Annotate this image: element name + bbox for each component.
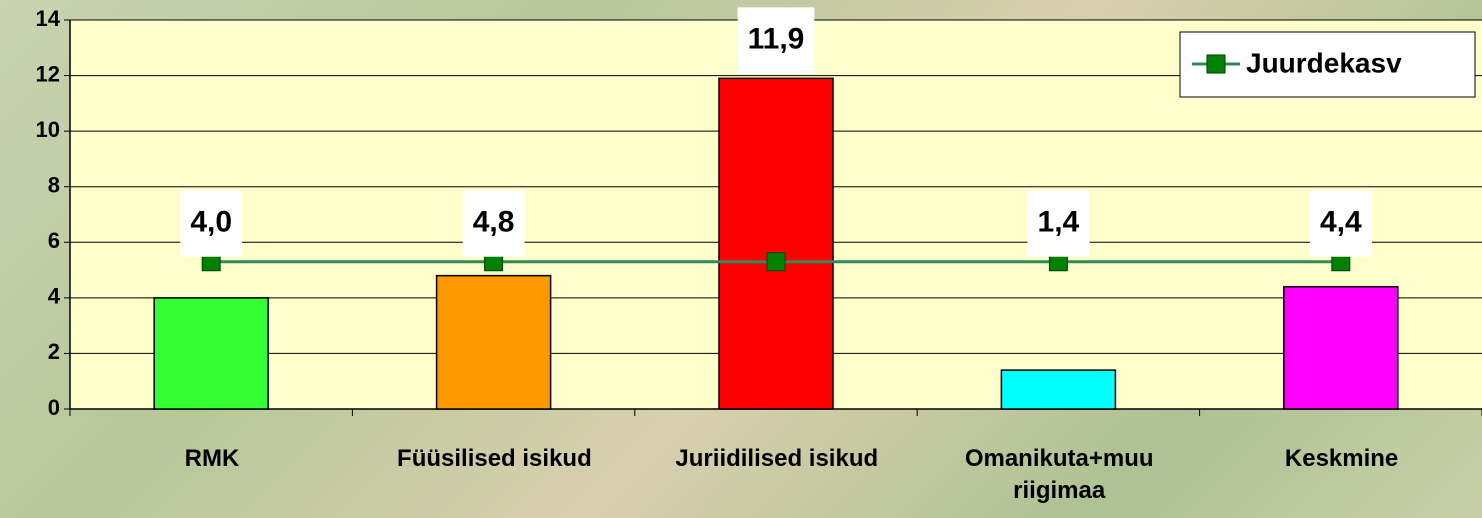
y-tick-label: 12	[36, 61, 60, 86]
x-tick-label: RMK	[184, 445, 240, 472]
bar	[718, 77, 834, 410]
x-tick-label: Juriidilised isikud	[675, 445, 879, 472]
legend-label: Juurdekasv	[1246, 47, 1402, 78]
bar	[153, 297, 269, 410]
y-tick-label: 6	[48, 228, 60, 253]
line-marker	[766, 252, 786, 272]
y-tick-label: 4	[48, 284, 61, 309]
x-tick-label: Füüsilised isikud	[397, 445, 592, 472]
bar	[1000, 369, 1117, 410]
value-label: 4,4	[1320, 206, 1362, 239]
legend-marker	[1206, 54, 1226, 74]
y-tick-label: 10	[36, 117, 60, 142]
x-tick-label: Keskmine	[1284, 445, 1399, 472]
value-label-box	[180, 190, 243, 257]
value-label-box	[462, 190, 525, 257]
value-label: 1,4	[1038, 206, 1080, 239]
y-tick-label: 8	[48, 173, 60, 198]
y-tick-label: 2	[48, 339, 60, 364]
y-tick-label: 0	[48, 395, 60, 420]
bar	[1283, 285, 1399, 410]
x-tick-label: Omanikuta+muu riigimaa	[964, 445, 1154, 504]
y-tick-label: 14	[36, 6, 61, 31]
value-label-box	[737, 7, 815, 74]
value-label: 4,0	[190, 206, 232, 239]
value-label: 11,9	[748, 22, 805, 55]
bar	[435, 274, 552, 410]
value-label-box	[1309, 190, 1372, 257]
value-label: 4,8	[473, 206, 515, 239]
value-label-box	[1027, 190, 1090, 257]
